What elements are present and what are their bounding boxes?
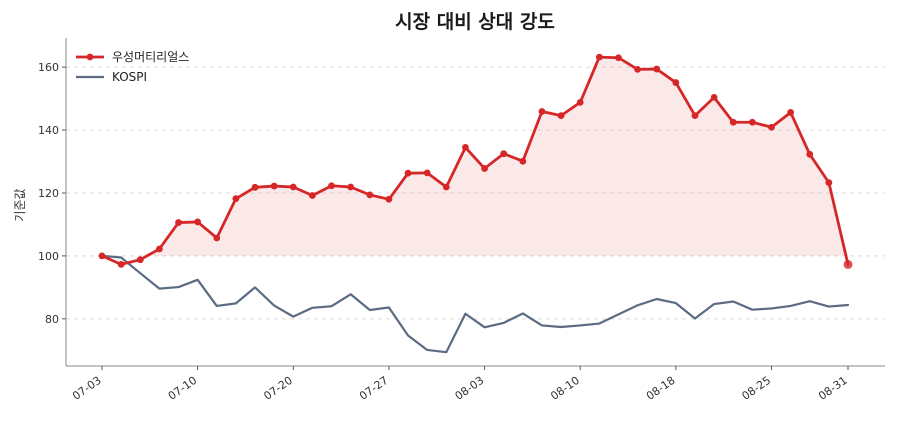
data-point: [404, 169, 412, 177]
data-point: [595, 53, 603, 61]
data-point: [787, 109, 795, 116]
data-point: [729, 118, 737, 126]
data-point: [155, 245, 163, 253]
data-point: [309, 192, 316, 199]
chart-title: 시장 대비 상대 강도: [395, 11, 555, 33]
data-point: [194, 218, 202, 226]
data-point: [136, 256, 144, 264]
outperformance-area: [102, 57, 848, 256]
data-point: [500, 150, 508, 158]
data-point: [806, 150, 814, 158]
data-point: [385, 195, 393, 203]
data-point: [366, 191, 374, 199]
y-tick-label: 160: [38, 61, 59, 74]
data-point: [768, 123, 775, 131]
data-point: [653, 65, 661, 73]
fill-layer: [102, 57, 848, 256]
data-point: [748, 118, 756, 126]
data-point: [615, 54, 622, 62]
data-point: [251, 183, 259, 191]
series-line-kospi: [100, 254, 850, 354]
data-point: [634, 65, 641, 73]
y-axis-label: 기준값: [13, 188, 27, 221]
x-tick-label: 07-27: [357, 374, 391, 403]
legend: 우성머티리얼스 KOSPI: [76, 50, 189, 84]
data-point: [175, 219, 182, 226]
data-point: [423, 169, 431, 177]
data-point: [347, 183, 355, 191]
data-point: [328, 182, 335, 190]
data-point: [481, 165, 488, 172]
y-tick-label: 120: [38, 187, 59, 200]
data-point: [691, 112, 699, 120]
x-tick-label: 08-31: [816, 374, 850, 403]
x-tick-label: 08-10: [548, 374, 582, 403]
data-point: [843, 259, 853, 269]
series-layer: [98, 53, 853, 354]
data-point: [117, 260, 125, 268]
x-tick-label: 07-10: [166, 374, 200, 403]
data-point: [232, 195, 240, 203]
data-point: [538, 108, 546, 115]
series-line-stock: [100, 55, 850, 266]
data-point: [825, 179, 833, 187]
data-point: [672, 79, 680, 86]
x-tick-label: 08-18: [644, 374, 678, 403]
legend-marker-stock: [86, 53, 94, 61]
data-point: [442, 183, 450, 191]
gridlines: [66, 66, 885, 320]
data-point: [519, 157, 527, 165]
data-point: [576, 98, 584, 106]
data-point: [98, 252, 106, 260]
legend-label-stock: 우성머티리얼스: [112, 50, 189, 64]
data-point: [462, 143, 469, 151]
x-tick-label: 08-03: [453, 374, 487, 403]
y-tick-label: 140: [38, 124, 59, 137]
data-point: [710, 93, 718, 101]
legend-label-kospi: KOSPI: [112, 70, 147, 84]
x-tick-label: 07-20: [261, 374, 295, 403]
data-point: [557, 112, 565, 120]
x-tick-label: 08-25: [740, 374, 774, 403]
data-point: [213, 234, 221, 242]
data-point: [289, 183, 297, 191]
data-point: [270, 182, 278, 190]
x-tick-label: 07-03: [70, 374, 104, 403]
y-tick-label: 100: [38, 250, 59, 263]
y-tick-label: 80: [45, 313, 59, 326]
